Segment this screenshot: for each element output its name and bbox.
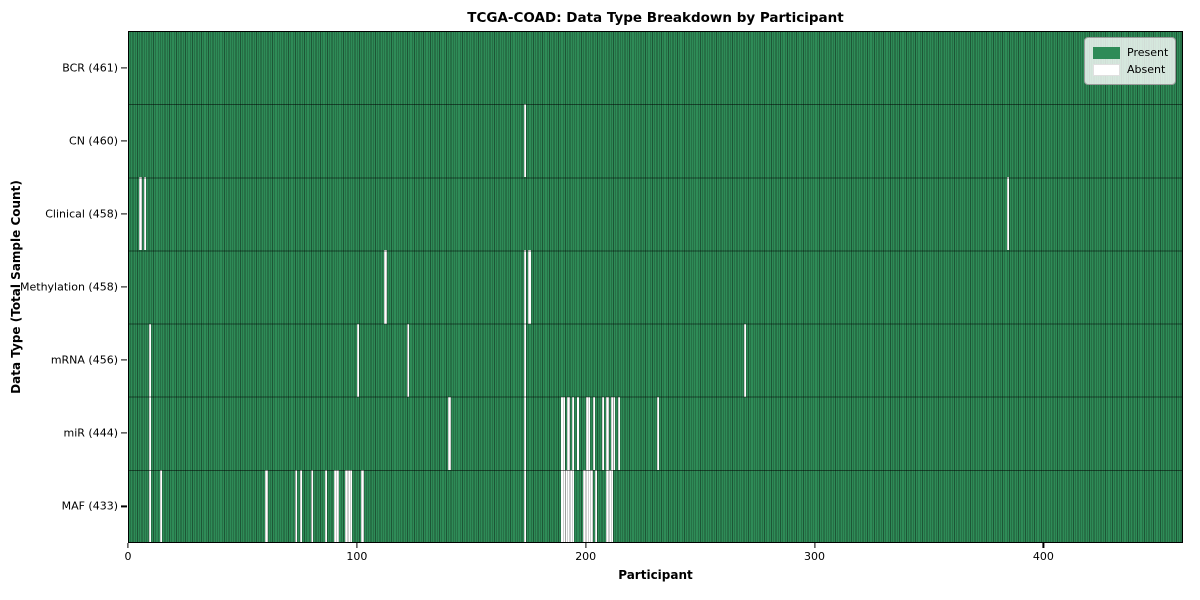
absent-cell [1006,177,1010,251]
absent-cell [139,177,142,251]
legend-label-absent: Absent [1127,63,1166,76]
xtick-label-200: 200 [575,550,597,563]
absent-cell [356,323,360,397]
absent-cell [295,469,298,543]
absent-cell [743,323,746,397]
absent-cell [523,104,527,178]
ytick-mark [121,213,127,215]
xtick-mark [356,543,358,548]
absent-cell [613,396,616,470]
heatmap-row-mrna [128,323,1183,397]
xtick-mark [1042,543,1044,548]
absent-cell [448,396,451,470]
xtick-mark [585,543,587,548]
absent-cell [592,396,595,470]
xtick-label-100: 100 [346,550,368,563]
legend-item-absent: Absent [1093,61,1167,78]
heatmap-row-cn [128,104,1183,178]
ytick-mark [121,140,127,142]
plot-area: Present Absent [128,31,1183,543]
absent-cell [567,396,570,470]
ytick-label-mir: miR (444) [63,426,119,440]
absent-cell [384,250,387,324]
absent-cell [617,396,621,470]
ytick-label-methylation: Methylation (458) [20,280,118,294]
ytick-label-bcr: BCR (461) [62,61,118,75]
ytick-mark [121,66,127,69]
absent-cell [576,396,579,470]
absent-cell [610,469,614,543]
heatmap-row-maf [128,469,1183,543]
absent-cell [606,396,609,470]
absent-cell [324,469,328,543]
absent-cell [361,469,364,543]
absent-cell [148,396,151,470]
heatmap-row-mir [128,396,1183,470]
heatmap-row-methylation [128,250,1183,324]
absent-cell [311,469,314,543]
absent-cell [148,323,151,397]
xtick-label-400: 400 [1032,550,1054,563]
absent-cell [144,177,147,251]
ytick-label-maf: MAF (433) [61,499,118,513]
absent-cell [523,250,527,324]
xtick-mark [813,543,816,548]
legend-item-present: Present [1093,44,1169,61]
absent-cell [523,469,527,543]
absent-cell [587,396,591,470]
absent-cell [336,469,339,543]
present-swatch [1093,46,1120,59]
ytick-mark [121,359,127,361]
ytick-mark [121,286,127,288]
absent-cell [407,323,410,397]
absent-cell [571,396,575,470]
xtick-label-0: 0 [124,550,132,563]
heatmap-rows [128,31,1183,543]
absent-cell [528,250,531,324]
ytick-label-clinical: Clinical (458) [45,207,118,221]
absent-cell [594,469,598,543]
absent-cell [590,469,593,543]
xtick-label-300: 300 [804,550,826,563]
legend: Present Absent [1084,37,1176,85]
absent-cell [160,469,163,543]
absent-cell [299,469,302,543]
heatmap-row-bcr [128,31,1183,105]
absent-cell [656,396,659,470]
absent-cell [562,396,566,470]
absent-cell [523,323,527,397]
heatmap-row-clinical [128,177,1183,251]
ytick-mark [121,432,127,434]
ytick-label-cn: CN (460) [69,134,118,148]
absent-cell [601,396,604,470]
ytick-label-mrna: mRNA (456) [50,353,118,367]
x-axis-label: Participant [618,568,693,582]
chart-title: TCGA-COAD: Data Type Breakdown by Partic… [467,10,844,26]
xtick-mark [127,543,129,548]
absent-cell [523,396,527,470]
absent-swatch [1093,63,1120,76]
absent-cell [148,469,151,543]
legend-label-present: Present [1127,46,1169,59]
absent-cell [571,469,575,543]
absent-cell [265,469,268,543]
absent-cell [349,469,353,543]
ytick-mark [121,505,127,508]
